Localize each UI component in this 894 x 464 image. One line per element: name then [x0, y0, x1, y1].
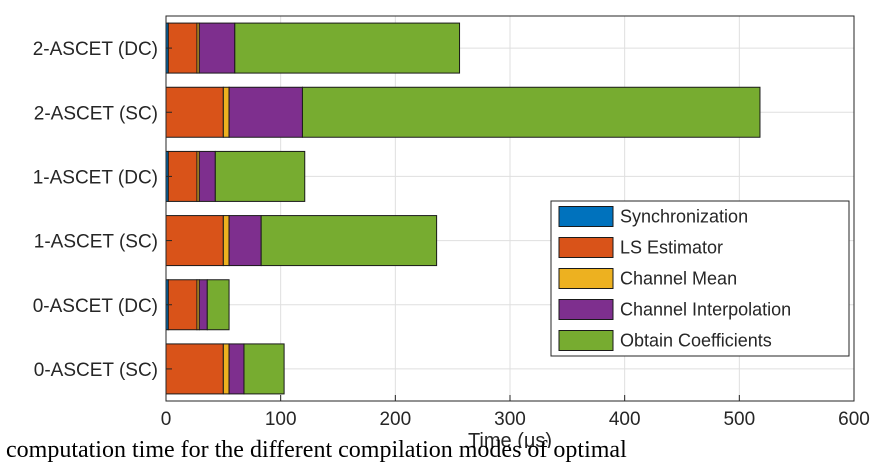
- x-tick-label: 0: [161, 409, 172, 430]
- stacked-bar-chart: 0 100 200 300 400 500 600 2-ASCET (DC)2-ASCET …: [33, 15, 870, 448]
- bar-segment: [198, 150, 216, 202]
- bar-segment: [228, 343, 245, 395]
- legend-entry-label: Channel Interpolation: [620, 300, 791, 320]
- bar-segment: [167, 22, 198, 74]
- y-tick-label: 0-ASCET (SC): [34, 360, 158, 381]
- legend-entry-label: Channel Mean: [620, 269, 737, 289]
- x-tick-label: 300: [494, 409, 526, 430]
- figure-caption: computation time for the different compi…: [6, 437, 627, 463]
- y-tick-label: 1-ASCET (SC): [34, 232, 158, 253]
- bar-segment: [222, 215, 230, 267]
- x-axis-ticks: 0 100 200 300 400 500 600: [161, 395, 870, 430]
- x-tick-label: 100: [265, 409, 297, 430]
- x-tick-label: 600: [838, 409, 870, 430]
- bar-segment: [165, 86, 224, 138]
- x-tick-label: 400: [609, 409, 641, 430]
- bar-segment: [228, 86, 303, 138]
- bar-segment: [198, 22, 236, 74]
- bar-segment: [228, 215, 262, 267]
- bar-segment: [222, 86, 230, 138]
- x-tick-label: 200: [379, 409, 411, 430]
- legend-swatch: [558, 330, 614, 351]
- legend-swatch: [558, 206, 614, 227]
- legend-swatch: [558, 237, 614, 258]
- bar-segment: [165, 215, 224, 267]
- bar-segment: [198, 279, 208, 331]
- legend-entry-label: Synchronization: [620, 207, 748, 227]
- y-tick-label: 2-ASCET (SC): [34, 103, 158, 124]
- bar-segment: [165, 343, 224, 395]
- bar-segment: [243, 343, 285, 395]
- legend-entry-label: LS Estimator: [620, 238, 723, 258]
- y-tick-label: 1-ASCET (DC): [33, 167, 158, 188]
- legend-entry-label: Obtain Coefficients: [620, 331, 772, 351]
- y-axis-ticks: 2-ASCET (DC) 2-ASCET (SC) 1-ASCET (DC) 1-AS…: [33, 39, 172, 381]
- x-axis-label: Time (μs): [468, 430, 552, 448]
- bar-segment: [167, 150, 198, 202]
- bar-segment: [260, 215, 438, 267]
- bar-segment: [222, 343, 230, 395]
- legend: Synchronization LS Estimator Channel Mean C…: [550, 200, 850, 357]
- y-tick-label: 2-ASCET (DC): [33, 39, 158, 60]
- bar-segment: [214, 150, 306, 202]
- bar-segment: [301, 86, 761, 138]
- x-tick-label: 500: [723, 409, 755, 430]
- legend-swatch: [558, 299, 614, 320]
- bars: [165, 22, 761, 395]
- bar-segment: [234, 22, 461, 74]
- bar-segment: [167, 279, 198, 331]
- bar-segment: [206, 279, 230, 331]
- legend-swatch: [558, 268, 614, 289]
- y-tick-label: 0-ASCET (DC): [33, 296, 158, 317]
